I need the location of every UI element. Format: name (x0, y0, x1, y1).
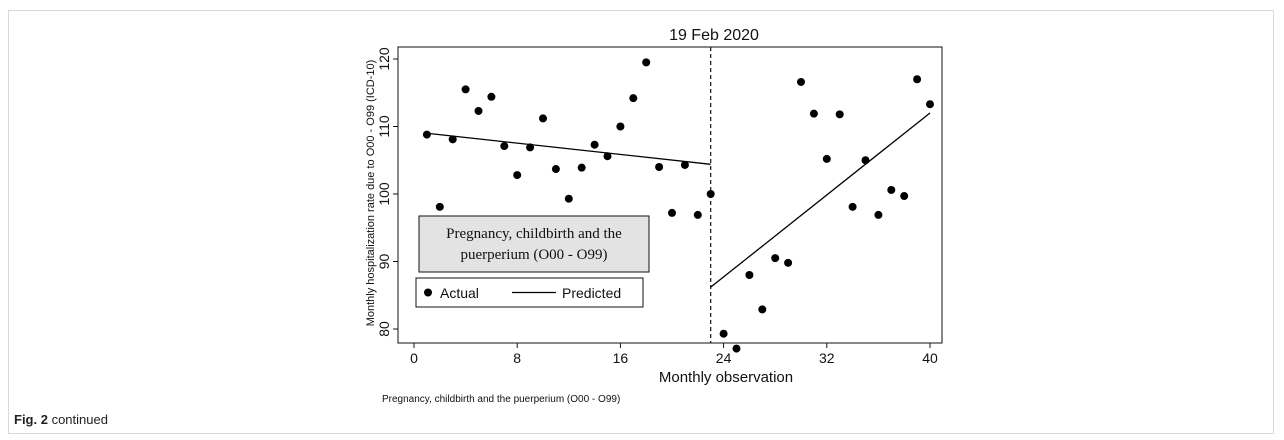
data-point (590, 140, 599, 149)
data-point (603, 152, 612, 161)
data-point (616, 122, 625, 131)
figure-caption: Fig. 2 continued (14, 412, 108, 427)
data-point (487, 92, 496, 101)
data-point (422, 130, 431, 139)
data-point (526, 143, 535, 152)
interruption-label: 19 Feb 2020 (669, 27, 759, 44)
data-point (887, 185, 896, 194)
data-point (835, 110, 844, 119)
predicted-series (426, 112, 931, 288)
data-point (551, 165, 560, 174)
data-point (513, 171, 522, 180)
x-tick-label: 40 (922, 350, 938, 366)
predicted-segment (710, 112, 931, 288)
data-point (500, 142, 509, 151)
x-axis-label: Monthly observation (659, 369, 793, 386)
data-point (861, 156, 870, 165)
data-point (758, 305, 767, 314)
chart-note: Pregnancy, childbirth and the puerperium… (382, 394, 620, 405)
x-tick-label: 32 (819, 350, 835, 366)
x-tick-label: 8 (513, 350, 521, 366)
inset-box: Pregnancy, childbirth and the puerperium… (418, 215, 650, 273)
y-axis-label: Monthly hospitalization rate due to O00 … (365, 60, 377, 327)
data-point (745, 271, 754, 279)
actual-series (422, 58, 934, 353)
inset-box-background (418, 215, 650, 273)
data-point (732, 344, 741, 353)
legend-actual-marker (424, 288, 432, 297)
plot-border (397, 46, 943, 344)
data-point (629, 94, 638, 103)
data-point (448, 135, 457, 144)
legend: Actual Predicted (415, 277, 644, 308)
y-tick-label: 100 (376, 182, 392, 206)
y-tick-label: 120 (376, 47, 392, 71)
plot-area (397, 46, 943, 344)
data-point (848, 202, 857, 211)
data-point (642, 58, 651, 67)
data-point (655, 163, 664, 171)
data-point (474, 106, 483, 115)
data-point (809, 109, 818, 118)
inset-label-line-1: Pregnancy, childbirth and the (446, 226, 622, 242)
data-point (668, 208, 676, 217)
data-point (564, 194, 573, 203)
x-tick-label: 16 (613, 350, 629, 366)
data-point (900, 192, 909, 201)
data-point (539, 114, 547, 123)
caption-label: Fig. 2 (14, 412, 48, 427)
data-point (706, 190, 715, 198)
figure-frame (8, 10, 1274, 434)
x-tick-label: 24 (716, 350, 732, 366)
data-point (719, 329, 728, 338)
caption-text: continued (51, 412, 108, 427)
data-point (577, 163, 586, 172)
data-point (771, 254, 780, 263)
data-point (784, 258, 793, 267)
data-point (874, 210, 883, 219)
data-point (693, 210, 702, 219)
y-tick-label: 90 (376, 254, 392, 270)
legend-predicted-label: Predicted (562, 285, 621, 301)
data-point (926, 100, 934, 109)
y-axis: 80 90 100 110 120 (376, 47, 398, 337)
data-point (461, 85, 470, 94)
data-point (797, 77, 805, 86)
legend-actual-label: Actual (440, 285, 479, 301)
x-tick-label: 0 (410, 350, 418, 366)
predicted-segment (426, 132, 711, 165)
data-point (822, 154, 831, 163)
data-point (435, 202, 444, 211)
inset-label-line-2: puerperium (O00 - O99) (460, 247, 607, 263)
y-tick-label: 110 (376, 115, 392, 138)
data-point (913, 75, 922, 84)
x-axis: 0 8 16 24 32 40 (410, 343, 938, 366)
data-point (680, 160, 689, 169)
y-tick-label: 80 (376, 321, 392, 337)
